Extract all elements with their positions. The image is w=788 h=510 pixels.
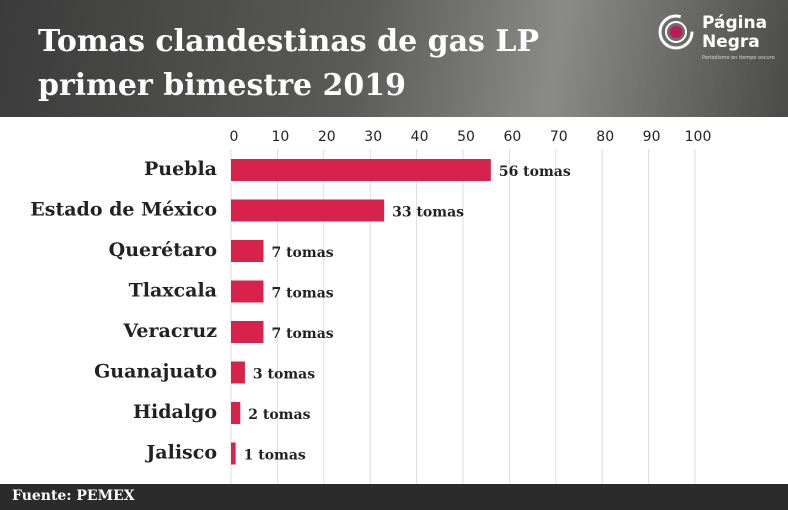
brand: Página Negra [702,13,768,52]
footer: Fuente: PEMEX [0,484,788,510]
y-tick-label: Estado de México [30,199,217,221]
x-tick-label: 80 [596,129,614,145]
value-label: 7 tomas [271,245,333,261]
y-tick-label: Querétaro [109,239,217,261]
x-tick-label: 20 [318,129,336,145]
bar [231,240,264,262]
bar [231,321,264,343]
y-tick-label: Hidalgo [133,401,217,423]
header: Tomas clandestinas de gas LP primer bime… [0,0,788,117]
y-tick-label: Jalisco [144,442,217,464]
x-tick-label: 50 [457,129,475,145]
x-tick-label: 0 [230,129,239,145]
logo-icon [658,14,694,50]
x-tick-label: 60 [503,129,521,145]
x-tick-label: 100 [685,129,712,145]
y-tick-label: Guanajuato [94,361,217,383]
bar [231,361,245,384]
x-tick-label: 70 [550,129,568,145]
value-label: 3 tomas [253,367,315,383]
value-label: 33 tomas [392,205,464,221]
bar [231,280,264,303]
chart: 0 10 20 30 40 50 60 70 80 90 100 Puebla 56 tomas Esta… [30,129,712,484]
x-tick-label: 90 [643,129,661,145]
bar [231,402,241,424]
value-label: 2 tomas [248,407,310,423]
value-label: 56 tomas [499,164,571,180]
bar [231,442,236,465]
x-tick-label: 40 [411,129,429,145]
chart-title: Tomas clandestinas de gas LP primer bime… [38,24,540,103]
bar [231,199,385,222]
y-tick-label: Tlaxcala [129,280,217,302]
value-label: 7 tomas [271,286,333,302]
tagline: Periodismo en tiempo oscuro [702,55,775,61]
y-tick-label: Puebla [144,158,217,180]
y-tick-label: Veracruz [122,320,217,342]
value-label: 1 tomas [244,448,306,464]
x-tick-label: 30 [364,129,382,145]
source: Fuente: PEMEX [12,488,135,504]
bar [231,159,491,181]
x-tick-label: 10 [271,129,289,145]
value-label: 7 tomas [271,326,333,342]
